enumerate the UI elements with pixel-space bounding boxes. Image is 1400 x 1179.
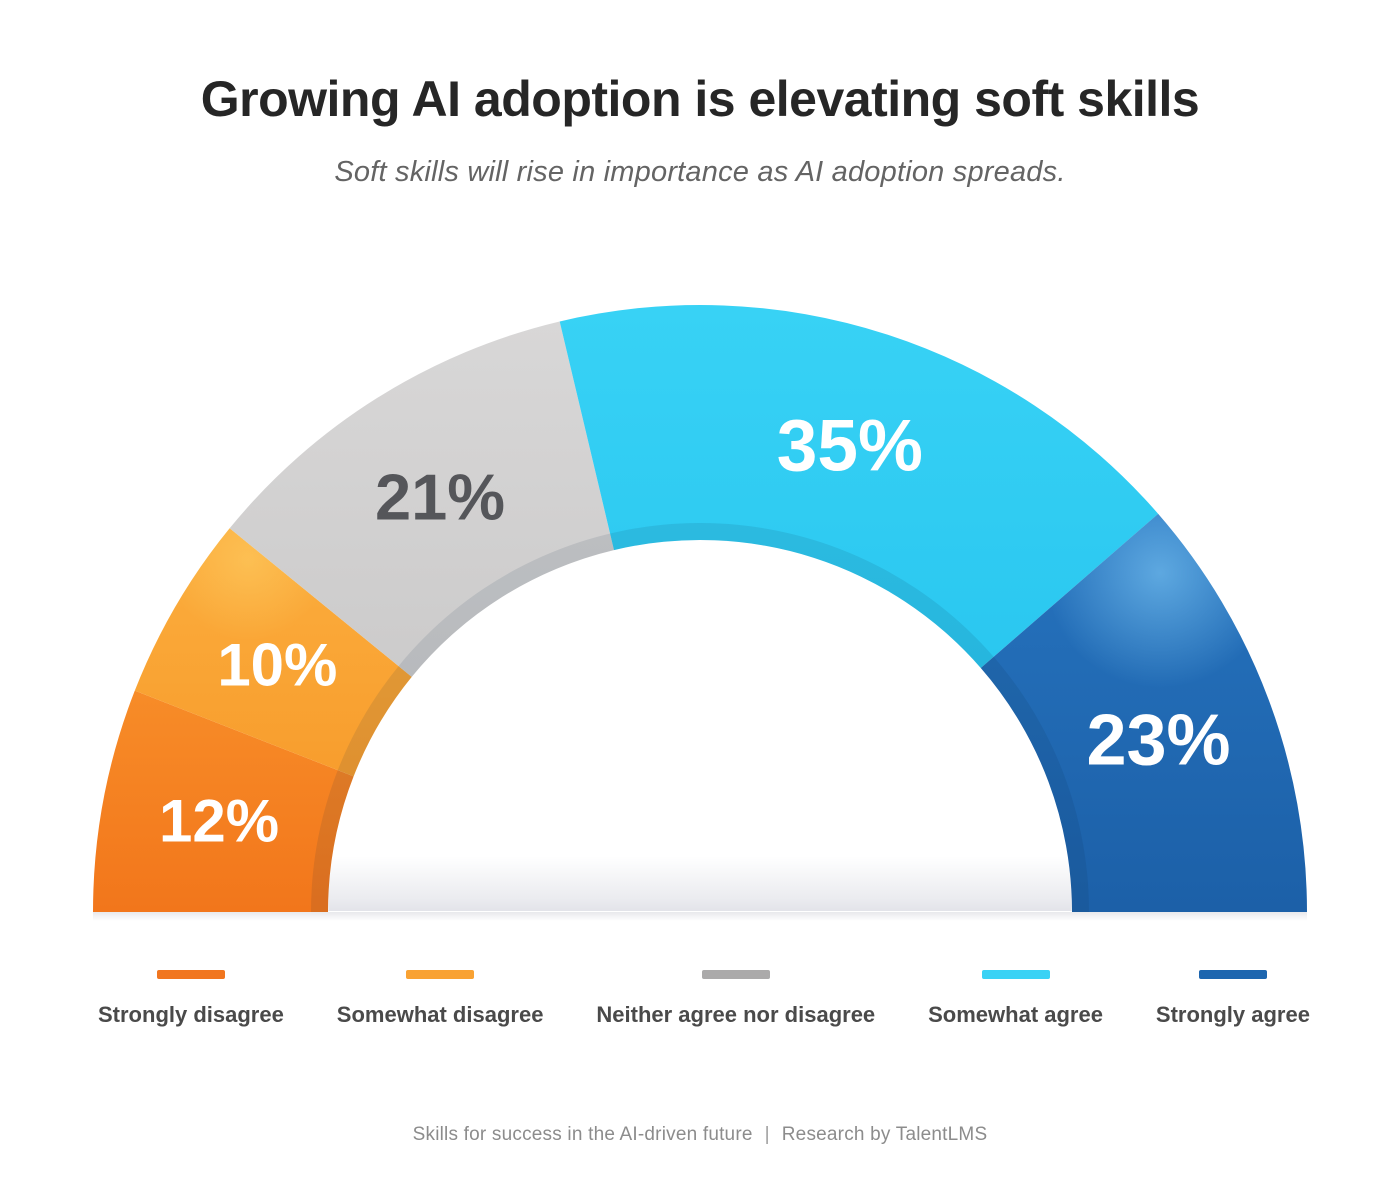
segment-strongly-disagree (93, 690, 354, 912)
legend-item-strongly-disagree: Strongly disagree (98, 970, 284, 1028)
baseline-shadow (93, 912, 1307, 921)
footer-separator: | (764, 1124, 770, 1145)
legend-label: Strongly agree (1155, 1002, 1310, 1027)
footer-source: Skills for success in the AI-driven futu… (412, 1124, 753, 1145)
legend-swatch (406, 970, 475, 979)
arch-inner-shadow (328, 856, 1072, 911)
segment-neither-agree-nor-disagree (229, 321, 614, 677)
segment-value-neither-agree-nor-disagree: 21% (375, 461, 505, 534)
legend-swatch (1198, 970, 1267, 979)
legend-label: Strongly disagree (98, 1002, 284, 1027)
legend-item-strongly-agree: Strongly agree (1156, 970, 1310, 1028)
chart-subtitle: Soft skills will rise in importance as A… (334, 156, 1066, 188)
legend-swatch (701, 970, 770, 979)
segment-somewhat-agree (559, 304, 1159, 668)
legend-label: Somewhat disagree (336, 1002, 544, 1027)
legend-swatch (156, 970, 225, 979)
legend-label: Somewhat agree (928, 1002, 1103, 1027)
legend-item-neither-agree-nor-disagree: Neither agree nor disagree (596, 970, 875, 1028)
legend-item-somewhat-disagree: Somewhat disagree (336, 970, 544, 1028)
orange-segment-glow (168, 528, 328, 640)
legend-label: Neither agree nor disagree (596, 1002, 876, 1027)
segment-value-somewhat-agree: 35% (777, 405, 923, 486)
footer-text: Skills for success in the AI-driven futu… (0, 1124, 1400, 1146)
segment-value-strongly-agree: 23% (1086, 701, 1230, 781)
footer-credit: Research by TalentLMS (781, 1124, 988, 1145)
segment-value-somewhat-disagree: 10% (217, 632, 337, 699)
legend-item-somewhat-agree: Somewhat agree (928, 970, 1103, 1028)
segment-value-strongly-disagree: 12% (159, 788, 279, 855)
chart-title: Growing AI adoption is elevating soft sk… (200, 71, 1200, 127)
legend: Strongly disagree Somewhat disagree Neithe… (0, 970, 1400, 1028)
legend-swatch (981, 970, 1050, 979)
